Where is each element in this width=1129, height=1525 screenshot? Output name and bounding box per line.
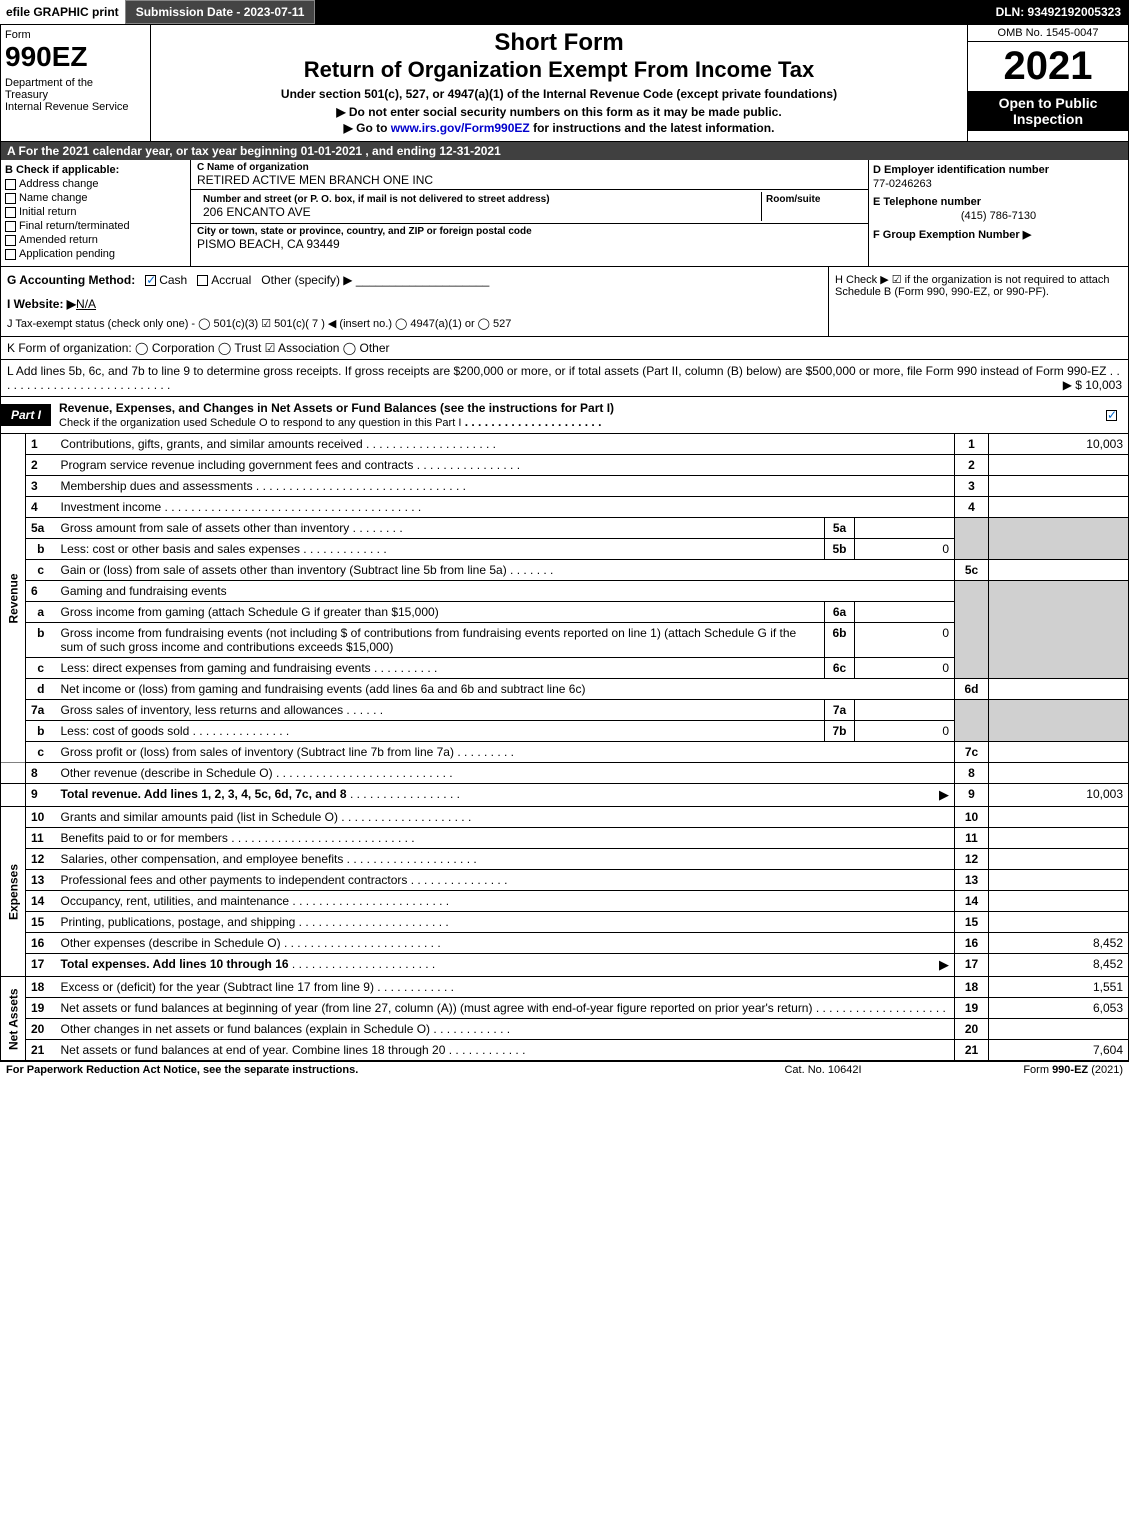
line-a: A For the 2021 calendar year, or tax yea… <box>0 142 1129 160</box>
chk-name-change[interactable]: Name change <box>5 192 186 204</box>
street-label: Number and street (or P. O. box, if mail… <box>203 194 755 205</box>
irs-link[interactable]: www.irs.gov/Form990EZ <box>391 121 530 135</box>
line-10: Expenses 10 Grants and similar amounts p… <box>1 807 1129 828</box>
line-14: 14Occupancy, rent, utilities, and mainte… <box>1 891 1129 912</box>
line-1: Revenue 1 Contributions, gifts, grants, … <box>1 434 1129 455</box>
revenue-sidebar: Revenue <box>1 434 26 763</box>
line-12: 12Salaries, other compensation, and empl… <box>1 849 1129 870</box>
top-bar: efile GRAPHIC print Submission Date - 20… <box>0 0 1129 24</box>
line-4: 4 Investment income . . . . . . . . . . … <box>1 497 1129 518</box>
line-21: 21Net assets or fund balances at end of … <box>1 1040 1129 1061</box>
under-section: Under section 501(c), 527, or 4947(a)(1)… <box>159 87 959 101</box>
form-header: Form 990EZ Department of theTreasuryInte… <box>0 24 1129 142</box>
chk-address-change[interactable]: Address change <box>5 178 186 190</box>
chk-accrual[interactable] <box>197 275 208 286</box>
form-of-org: K Form of organization: ◯ Corporation ◯ … <box>0 337 1129 360</box>
chk-final-return[interactable]: Final return/terminated <box>5 220 186 232</box>
phone-value: (415) 786-7130 <box>873 208 1124 228</box>
b-label: B Check if applicable: <box>5 164 186 176</box>
ein-value: 77-0246263 <box>873 176 1124 196</box>
line-18: Net Assets 18 Excess or (deficit) for th… <box>1 977 1129 998</box>
phone-label: E Telephone number <box>873 196 1124 208</box>
c-name-label: C Name of organization <box>197 162 862 173</box>
ssn-note: ▶ Do not enter social security numbers o… <box>159 105 959 119</box>
goto-note: ▶ Go to www.irs.gov/Form990EZ for instru… <box>159 121 959 135</box>
line-20: 20Other changes in net assets or fund ba… <box>1 1019 1129 1040</box>
efile-label[interactable]: efile GRAPHIC print <box>0 0 125 24</box>
row-g-h: G Accounting Method: Cash Accrual Other … <box>0 267 1129 337</box>
section-b-to-f: B Check if applicable: Address change Na… <box>0 160 1129 267</box>
open-inspection: Open to Public Inspection <box>968 91 1128 131</box>
net-assets-sidebar: Net Assets <box>1 977 26 1061</box>
paperwork-notice: For Paperwork Reduction Act Notice, see … <box>6 1064 723 1076</box>
part-1-tag: Part I <box>1 404 51 426</box>
line-5a: 5a Gross amount from sale of assets othe… <box>1 518 1129 539</box>
short-form-title: Short Form <box>159 29 959 57</box>
group-exemption-label: F Group Exemption Number ▶ <box>873 228 1124 241</box>
accounting-method: G Accounting Method: Cash Accrual Other … <box>7 273 822 287</box>
line-8: 8 Other revenue (describe in Schedule O)… <box>1 763 1129 784</box>
line-11: 11Benefits paid to or for members . . . … <box>1 828 1129 849</box>
line-13: 13Professional fees and other payments t… <box>1 870 1129 891</box>
form-number: 990EZ <box>5 41 146 73</box>
form-ref: Form 990-EZ (2021) <box>923 1064 1123 1076</box>
chk-cash[interactable] <box>145 275 156 286</box>
room-label: Room/suite <box>766 194 858 205</box>
chk-schedule-o[interactable] <box>1106 410 1117 421</box>
tax-exempt-status: J Tax-exempt status (check only one) - ◯… <box>7 317 822 330</box>
chk-amended-return[interactable]: Amended return <box>5 234 186 246</box>
cat-no: Cat. No. 10642I <box>723 1064 923 1076</box>
line-5c: c Gain or (loss) from sale of assets oth… <box>1 560 1129 581</box>
part-1-header: Part I Revenue, Expenses, and Changes in… <box>0 397 1129 434</box>
h-schedule-b: H Check ▶ ☑ if the organization is not r… <box>828 267 1128 336</box>
line-19: 19Net assets or fund balances at beginni… <box>1 998 1129 1019</box>
line-7c: c Gross profit or (loss) from sales of i… <box>1 742 1129 763</box>
submission-date: Submission Date - 2023-07-11 <box>125 0 316 24</box>
part-1-sub: Check if the organization used Schedule … <box>59 417 461 429</box>
line-17: 17Total expenses. Add lines 10 through 1… <box>1 954 1129 977</box>
city-value: PISMO BEACH, CA 93449 <box>197 237 862 251</box>
line-6: 6 Gaming and fundraising events <box>1 581 1129 602</box>
city-label: City or town, state or province, country… <box>197 226 862 237</box>
line-2: 2 Program service revenue including gove… <box>1 455 1129 476</box>
return-title: Return of Organization Exempt From Incom… <box>159 57 959 83</box>
line-6d: d Net income or (loss) from gaming and f… <box>1 679 1129 700</box>
chk-initial-return[interactable]: Initial return <box>5 206 186 218</box>
line-9: 9 Total revenue. Add lines 1, 2, 3, 4, 5… <box>1 784 1129 807</box>
street-value: 206 ENCANTO AVE <box>203 205 755 219</box>
org-name: RETIRED ACTIVE MEN BRANCH ONE INC <box>197 173 862 187</box>
page-footer: For Paperwork Reduction Act Notice, see … <box>0 1061 1129 1078</box>
ein-label: D Employer identification number <box>873 164 1124 176</box>
website-row: I Website: ▶N/A <box>7 297 822 311</box>
form-word: Form <box>5 29 146 41</box>
part-1-table: Revenue 1 Contributions, gifts, grants, … <box>0 434 1129 1061</box>
chk-application-pending[interactable]: Application pending <box>5 248 186 260</box>
part-1-title: Revenue, Expenses, and Changes in Net As… <box>59 401 614 415</box>
omb-number: OMB No. 1545-0047 <box>968 25 1128 42</box>
department-label: Department of theTreasuryInternal Revenu… <box>5 77 146 113</box>
dln-label: DLN: 93492192005323 <box>988 0 1129 24</box>
line-15: 15Printing, publications, postage, and s… <box>1 912 1129 933</box>
line-16: 16Other expenses (describe in Schedule O… <box>1 933 1129 954</box>
line-3: 3 Membership dues and assessments . . . … <box>1 476 1129 497</box>
line-7a: 7a Gross sales of inventory, less return… <box>1 700 1129 721</box>
expenses-sidebar: Expenses <box>1 807 26 977</box>
tax-year: 2021 <box>968 42 1128 91</box>
line-l: L Add lines 5b, 6c, and 7b to line 9 to … <box>0 360 1129 397</box>
